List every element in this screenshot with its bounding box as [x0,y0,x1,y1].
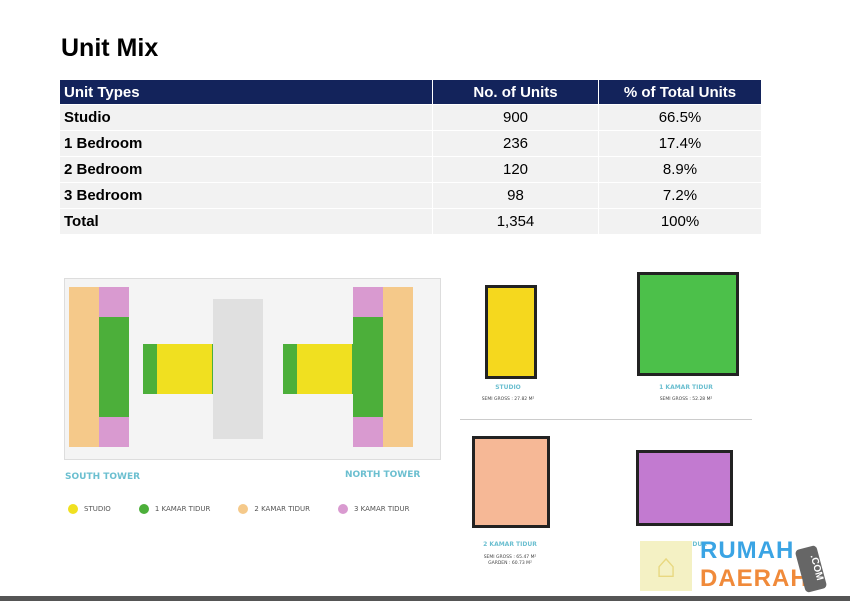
2br-label: 2 KAMAR TIDUR [483,541,537,548]
site-plan [64,278,441,460]
bottom-bar [0,596,850,601]
divider [460,419,752,420]
dot-icon [238,504,249,514]
legend-3br: 3 KAMAR TIDUR [337,504,410,514]
1br-label: 1 KAMAR TIDUR [659,384,713,391]
2br-plan [472,436,550,528]
studio-label: STUDIO [495,384,521,391]
watermark-logo: ⌂ RUMAH DAERAH .COM [640,537,840,597]
house-icon: ⌂ [640,541,692,591]
legend-studio: STUDIO [68,504,111,514]
table-row: Studio 900 66.5% [60,104,762,131]
col-unit-types: Unit Types [60,80,433,105]
south-tower-label: SOUTH TOWER [65,472,141,482]
1br-plan [637,272,739,376]
legend: STUDIO 1 KAMAR TIDUR 2 KAMAR TIDUR 3 KAM… [68,504,410,514]
studio-plan [485,285,537,379]
legend-2br: 2 KAMAR TIDUR [238,504,310,514]
table-row-total: Total 1,354 100% [60,208,762,234]
dot-icon [337,504,348,514]
3br-plan [636,450,733,526]
dot-icon [138,504,149,514]
unit-mix-table: Unit Types No. of Units % of Total Units… [60,80,762,234]
col-percent: % of Total Units [598,80,762,105]
col-no-units: No. of Units [432,80,599,105]
table-row: 2 Bedroom 120 8.9% [60,156,762,183]
table-row: 1 Bedroom 236 17.4% [60,130,762,157]
table-row: 3 Bedroom 98 7.2% [60,182,762,209]
page-title: Unit Mix [61,34,159,62]
dot-icon [68,504,78,514]
north-tower-label: NORTH TOWER [345,470,421,480]
legend-1br: 1 KAMAR TIDUR [138,504,210,514]
table-header: Unit Types No. of Units % of Total Units [60,80,762,105]
